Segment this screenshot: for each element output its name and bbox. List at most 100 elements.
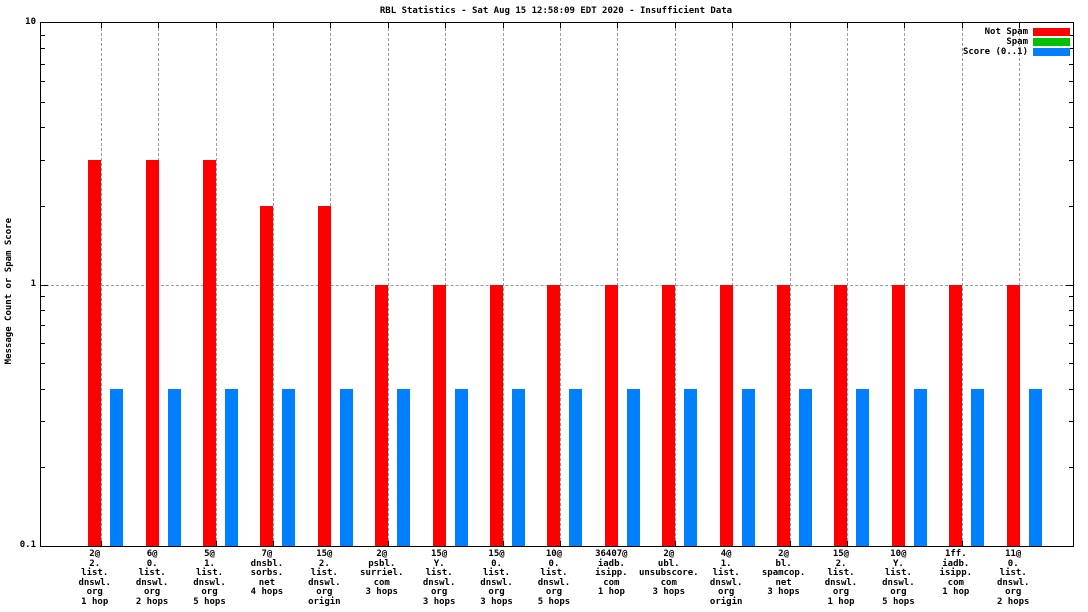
y-axis-tick xyxy=(41,388,45,390)
bar-not-spam xyxy=(203,159,217,546)
y-axis-tick xyxy=(41,81,45,82)
x-gridline xyxy=(330,23,332,546)
bar-score-0-1 xyxy=(110,388,124,546)
bar-group: 5@ 1. list. dnswl. org 5 hops xyxy=(192,23,249,606)
x-axis-tick xyxy=(904,541,906,546)
bar-not-spam xyxy=(145,159,159,546)
y-axis-tick xyxy=(1069,342,1073,344)
bar-not-spam xyxy=(490,284,504,546)
y-tick-label: 0.1 xyxy=(19,540,36,550)
x-axis-tick xyxy=(1019,23,1021,28)
y-axis-tick xyxy=(41,63,45,65)
y-axis-tick xyxy=(41,296,45,298)
y-axis-tick xyxy=(1069,48,1073,50)
chart-title: RBL Statistics - Sat Aug 15 12:58:09 EDT… xyxy=(379,6,733,16)
bar-not-spam xyxy=(777,284,791,546)
bar-not-spam xyxy=(88,159,102,546)
plot-area: 2@ 2. list. dnswl. org 1 hop 6@ 0. list. … xyxy=(40,22,1074,606)
y-axis-tick xyxy=(41,363,45,365)
x-tick-label: 2@ bl. spamcop. net 3 hops xyxy=(761,549,806,597)
y-tick-label: 1 xyxy=(30,278,36,289)
legend: Not Spam Spam Score (0..1) xyxy=(963,27,1070,57)
bar-group: 1ff. iadb. isipp. com 1 hop xyxy=(938,23,995,597)
bar-score-0-1 xyxy=(569,388,583,546)
legend-label-not-spam: Not Spam xyxy=(984,27,1028,37)
x-axis-tick xyxy=(846,541,848,546)
x-gridline xyxy=(445,23,447,546)
legend-row-score: Score (0..1) xyxy=(963,48,1070,57)
x-axis-tick xyxy=(789,541,791,546)
bar-group: 10@ 0. list. dnswl. org 5 hops xyxy=(536,23,593,606)
x-axis-tick xyxy=(158,23,160,28)
legend-row-spam: Spam xyxy=(1006,38,1070,47)
x-axis-tick xyxy=(559,541,561,546)
x-axis-tick xyxy=(215,23,217,28)
bar-not-spam xyxy=(662,284,676,546)
bar-group: 4@ 1. list. dnswl. org origin xyxy=(708,23,765,606)
x-tick-label: 7@ dnsbl. sorbs. net 4 hops xyxy=(250,549,284,597)
x-axis-tick xyxy=(674,541,676,546)
legend-swatch-spam xyxy=(1033,38,1070,46)
x-axis-tick xyxy=(961,23,963,28)
y-axis-tick xyxy=(1066,284,1073,286)
x-axis-tick xyxy=(100,23,102,28)
bar-group: 15@ 2. list. dnswl. org 1 hop xyxy=(823,23,880,606)
x-tick-label: 2@ ubl. unsubscore. com 3 hops xyxy=(638,549,699,597)
legend-swatch-not-spam xyxy=(1033,28,1070,36)
x-tick-label: 36407@ iadb. isipp. com 1 hop xyxy=(595,549,628,597)
x-axis-tick xyxy=(330,541,332,546)
bar-group: 2@ 2. list. dnswl. org 1 hop xyxy=(77,23,134,606)
bar-group: 2@ psbl. surriel. com 3 hops xyxy=(360,23,421,597)
y-axis-tick xyxy=(1069,63,1073,65)
y-axis-label: Message Count or Spam Score xyxy=(4,218,14,365)
x-axis-tick xyxy=(1019,541,1021,546)
x-tick-label: 2@ psbl. surriel. com 3 hops xyxy=(360,549,404,597)
bar-group: 36407@ iadb. isipp. com 1 hop xyxy=(594,23,651,597)
x-gridline xyxy=(559,23,561,546)
y-axis-tick xyxy=(1069,205,1073,207)
y-axis-tick xyxy=(41,342,45,344)
x-axis-tick xyxy=(215,541,217,546)
bar-not-spam xyxy=(260,205,274,546)
x-gridline xyxy=(674,23,676,546)
y-axis-tick xyxy=(1069,388,1073,390)
x-axis-tick xyxy=(559,23,561,28)
bar-not-spam xyxy=(949,284,963,546)
x-axis-tick xyxy=(846,23,848,28)
bar-not-spam xyxy=(891,284,905,546)
bar-score-0-1 xyxy=(397,388,411,546)
bar-not-spam xyxy=(547,284,561,546)
x-axis-tick xyxy=(387,23,389,28)
x-tick-label: 15@ 2. list. dnswl. org 1 hop xyxy=(824,549,858,607)
x-tick-label: 6@ 0. list. dnswl. org 2 hops xyxy=(135,549,169,607)
y-axis-tick xyxy=(41,101,45,103)
x-axis-tick xyxy=(387,541,389,546)
x-gridline xyxy=(272,23,274,546)
bar-groups: 2@ 2. list. dnswl. org 1 hop 6@ 0. list. … xyxy=(41,23,1073,606)
y-axis-tick xyxy=(41,34,45,36)
bar-score-0-1 xyxy=(913,388,927,546)
x-gridline xyxy=(502,23,504,546)
x-gridline xyxy=(1019,23,1021,546)
bar-score-0-1 xyxy=(626,388,640,546)
bar-not-spam xyxy=(834,284,848,546)
x-gridline xyxy=(215,23,217,546)
x-axis-tick xyxy=(272,541,274,546)
x-gridline xyxy=(387,23,389,546)
y-axis-tick xyxy=(1069,421,1073,423)
x-tick-label: 1ff. iadb. isipp. com 1 hop xyxy=(939,549,973,597)
x-tick-label: 4@ 1. list. dnswl. org origin xyxy=(709,549,743,607)
x-tick-label: 5@ 1. list. dnswl. org 5 hops xyxy=(193,549,226,607)
x-axis-tick xyxy=(904,23,906,28)
x-axis-tick xyxy=(961,541,963,546)
x-axis-tick xyxy=(330,23,332,28)
x-gridline xyxy=(961,23,963,546)
y-axis-tick xyxy=(1069,127,1073,129)
bar-score-0-1 xyxy=(1028,388,1042,546)
y-axis-tick xyxy=(41,325,45,326)
bar-score-0-1 xyxy=(282,388,296,546)
bar-group: 11@ 0. list. dnswl. org 2 hops xyxy=(996,23,1053,606)
x-axis-tick xyxy=(732,23,734,28)
x-gridline xyxy=(904,23,906,546)
y-axis-tick xyxy=(41,284,48,286)
